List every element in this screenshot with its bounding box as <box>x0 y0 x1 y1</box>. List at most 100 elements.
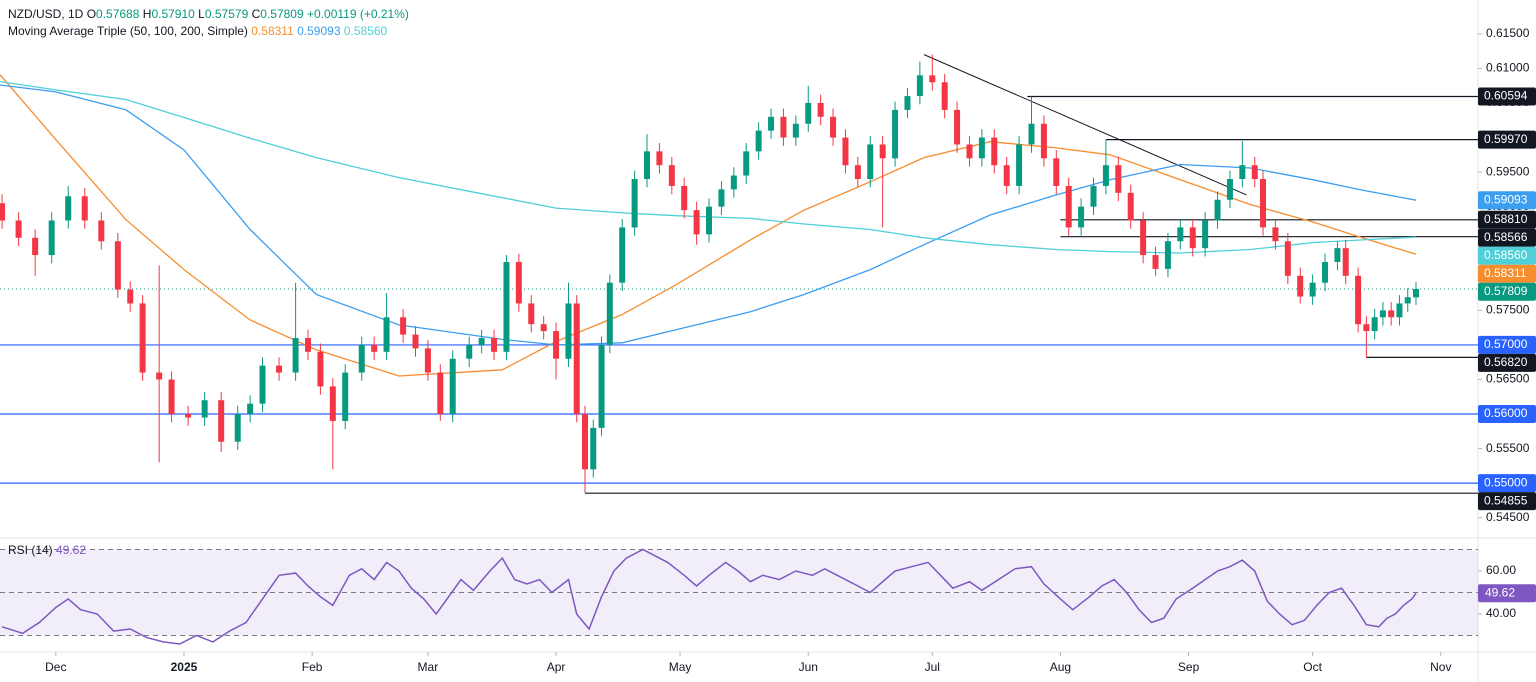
price-label: 0.56000 <box>1484 406 1528 420</box>
candle-body <box>317 351 324 387</box>
candle-body <box>156 372 163 380</box>
candle-body <box>1003 165 1010 186</box>
x-tick-label: Apr <box>547 660 566 674</box>
candle-body <box>528 303 535 325</box>
candle-body <box>1309 282 1316 297</box>
ohlc-value: 0.57910 <box>151 7 195 21</box>
candle-body <box>1016 144 1023 186</box>
candle-body <box>139 303 146 373</box>
candle-body <box>185 414 192 418</box>
y-tick-label: 0.56500 <box>1486 372 1530 386</box>
candle-body <box>1272 227 1279 242</box>
candle-body <box>904 96 911 110</box>
x-tick-label: Sep <box>1178 660 1200 674</box>
candle-body <box>743 151 750 176</box>
change: +0.00119 (+0.21%) <box>307 7 409 21</box>
ma-value: 0.58311 <box>251 24 294 38</box>
x-tick-label: May <box>669 660 692 674</box>
candle-body <box>81 196 88 221</box>
symbol: NZD/USD, 1D <box>8 7 84 21</box>
candle-body <box>1115 165 1122 193</box>
candle-body <box>168 379 175 415</box>
candle-body <box>581 414 588 470</box>
candle-body <box>371 344 378 352</box>
candle-body <box>32 237 39 256</box>
candle-body <box>598 344 605 428</box>
x-tick-label: Jul <box>925 660 940 674</box>
candle-body <box>991 137 998 166</box>
rsi-value-box <box>1478 584 1536 603</box>
rsi-value: 49.62 <box>56 543 86 557</box>
candle-body <box>941 82 948 110</box>
candle-body <box>1355 275 1362 325</box>
candle-body <box>466 344 473 359</box>
candle-body <box>201 400 208 418</box>
y-tick-label: 0.55500 <box>1486 441 1530 455</box>
candle-body <box>879 144 886 159</box>
candle-body <box>1371 317 1378 332</box>
candle-body <box>114 241 121 290</box>
price-label-box <box>1478 87 1536 106</box>
price-label-box <box>1478 210 1536 229</box>
candle-body <box>127 289 134 304</box>
x-tick-label: Aug <box>1050 660 1071 674</box>
candle-body <box>553 331 560 359</box>
price-label-box <box>1478 474 1536 493</box>
candle-body <box>1177 227 1184 242</box>
price-label: 0.58810 <box>1484 212 1528 226</box>
candle-body <box>590 427 597 470</box>
candle-body <box>1040 123 1047 159</box>
candle-body <box>780 116 787 138</box>
ohlc-value: 0.57579 <box>204 7 249 21</box>
candle-body <box>400 317 407 335</box>
rsi-value-label: 49.62 <box>1485 585 1515 599</box>
candle-body <box>768 116 775 131</box>
candle-body <box>656 151 663 166</box>
candle-body <box>1342 248 1349 276</box>
candle-body <box>98 220 105 242</box>
candle-body <box>0 203 6 221</box>
candle-body <box>606 282 613 345</box>
candle-body <box>1388 310 1395 318</box>
price-label: 0.58566 <box>1484 230 1528 244</box>
candle-body <box>358 344 365 373</box>
candle-body <box>565 303 572 359</box>
rsi-tick-label: 60.00 <box>1486 563 1516 577</box>
ma-title: Moving Average Triple (50, 100, 200, Sim… <box>8 24 248 38</box>
candle-body <box>247 403 254 415</box>
candle-body <box>1363 324 1370 332</box>
candle-body <box>1297 275 1304 297</box>
candle-body <box>954 109 961 145</box>
rsi-title-text: RSI (14) <box>8 543 53 557</box>
candle-body <box>1379 310 1386 318</box>
price-label: 0.54855 <box>1484 493 1528 507</box>
ma-row: Moving Average Triple (50, 100, 200, Sim… <box>8 23 409 40</box>
candle-body <box>1028 123 1035 145</box>
x-tick-label: Dec <box>45 660 66 674</box>
candle-body <box>892 109 899 159</box>
moving-average-line <box>0 74 1417 377</box>
candle-body <box>1202 220 1209 249</box>
candle-body <box>966 144 973 159</box>
candle-body <box>412 334 419 349</box>
candle-body <box>1140 220 1147 256</box>
ohlc-value: 0.57809 <box>260 7 304 21</box>
price-label: 0.59970 <box>1484 132 1528 146</box>
price-label: 0.57809 <box>1484 284 1528 298</box>
moving-average-line <box>0 80 1417 254</box>
rsi-tick-label: 40.00 <box>1486 606 1516 620</box>
ohlc-value: 0.57688 <box>96 7 140 21</box>
ma-value: 0.58560 <box>343 24 388 38</box>
candle-body <box>1412 288 1419 298</box>
x-tick-label: Mar <box>418 660 439 674</box>
x-tick-label: Nov <box>1430 660 1451 674</box>
candle-body <box>755 130 762 152</box>
x-tick-label: 2025 <box>171 660 198 674</box>
candle-body <box>383 317 390 352</box>
candle-body <box>1404 297 1411 304</box>
candle-body <box>1102 165 1109 186</box>
price-label-box <box>1478 264 1536 283</box>
symbol-row: NZD/USD, 1D O0.57688 H0.57910 L0.57579 C… <box>8 6 409 23</box>
